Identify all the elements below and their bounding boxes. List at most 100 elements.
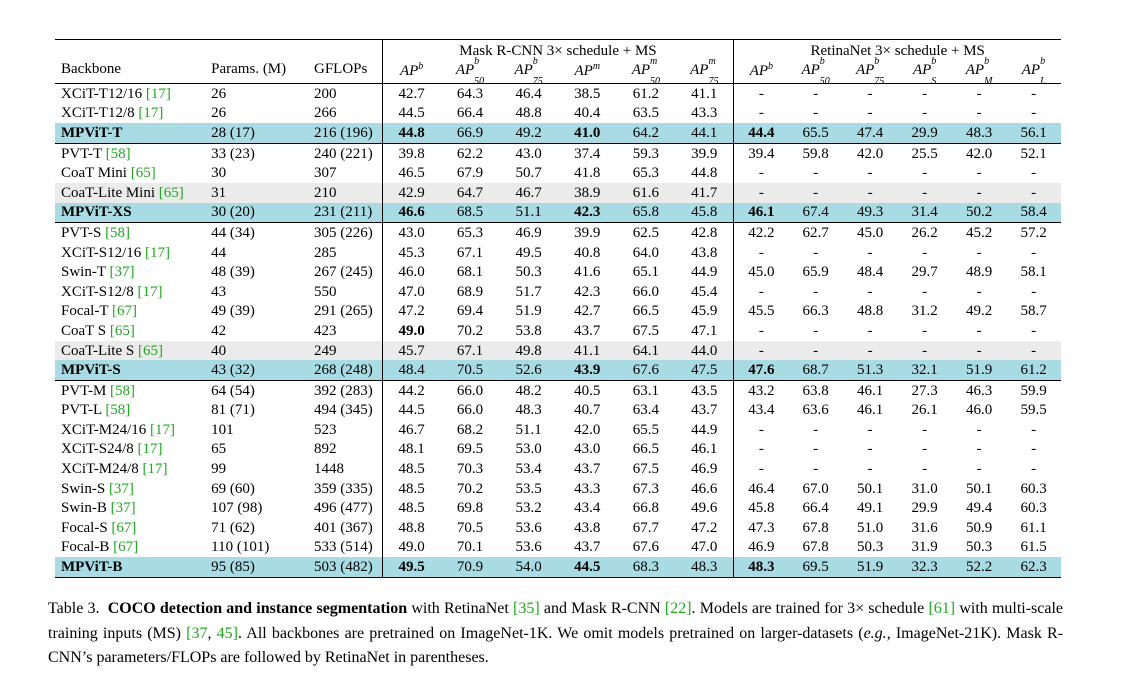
cell-params: 65: [211, 441, 227, 458]
cell-gflops: 1448: [314, 461, 344, 478]
citation-link[interactable]: [22]: [664, 600, 692, 617]
cell-retina-metric: -: [733, 321, 789, 341]
cell-mask-metric: 67.1: [456, 244, 484, 261]
cell-retina-metric: -: [733, 420, 789, 440]
cell-mask-metric: 45.4: [691, 283, 718, 300]
header-metric: APb 75: [855, 55, 885, 87]
citation-link[interactable]: [65]: [137, 342, 163, 359]
cell-retina-metric: 43.2: [733, 379, 789, 401]
cell-retina-metric: 49.4: [965, 500, 993, 517]
cell-mask-metric: 46.0: [381, 262, 441, 282]
cell-mask-metric: 47.2: [691, 519, 718, 536]
backbone-name: CoaT-Lite Mini: [61, 184, 156, 201]
cell-retina-metric: -: [897, 182, 952, 203]
cell-retina-metric: -: [1031, 283, 1037, 300]
cell-mask-metric: 44.5: [381, 103, 441, 124]
cell-mask-metric: 67.6: [632, 539, 660, 556]
backbone-name: Focal-T: [61, 303, 109, 320]
cell-retina-metric: -: [922, 461, 928, 478]
cell-retina-metric: 27.3: [897, 379, 952, 401]
cell-retina-metric: 31.6: [911, 519, 938, 536]
citation-link[interactable]: [58]: [105, 224, 131, 241]
cell-retina-metric: 46.1: [733, 202, 789, 223]
cell-gflops: 200: [308, 82, 383, 104]
cell-retina-metric: 62.3: [1006, 557, 1061, 578]
citation-link[interactable]: [17]: [145, 85, 171, 102]
cell-retina-metric: 29.9: [911, 500, 938, 517]
cell-retina-metric: 46.3: [951, 379, 1007, 401]
cell-retina-metric: 67.0: [802, 480, 829, 497]
citation-link[interactable]: [65]: [109, 322, 135, 339]
backbone-name: XCiT-M24/16: [61, 421, 147, 438]
cell-params: 81 (71): [211, 402, 255, 419]
cell-gflops: 266: [314, 105, 337, 122]
citation-link[interactable]: [58]: [105, 402, 131, 419]
cell-retina-metric: 26.1: [911, 402, 938, 419]
cell-retina-metric: 58.1: [1020, 264, 1047, 281]
cell-mask-metric: 48.1: [381, 439, 441, 460]
cell-retina-metric: -: [842, 340, 898, 361]
cell-retina-metric: 50.9: [965, 519, 993, 536]
cell-mask-metric: 39.9: [675, 142, 734, 164]
cell-backbone: XCiT-S12/8 [17]: [55, 282, 205, 302]
cell-mask-metric: 48.8: [381, 518, 441, 538]
cell-mask-metric: 66.8: [632, 500, 660, 517]
citation-link[interactable]: [17]: [137, 441, 163, 458]
cell-backbone: Swin-S [37]: [55, 479, 205, 499]
citation-link[interactable]: [17]: [137, 283, 163, 300]
cell-retina-metric: 42.0: [951, 142, 1007, 164]
header-gflops: GFLOPs: [314, 61, 368, 77]
cell-mask-metric: 69.8: [456, 500, 484, 517]
cell-mask-metric: 59.3: [616, 142, 676, 164]
cell-retina-metric: -: [813, 421, 819, 438]
cell-retina-metric: -: [1031, 322, 1037, 339]
citation-link[interactable]: [17]: [138, 105, 164, 122]
header-metric: APb 75: [514, 55, 543, 87]
citation-link[interactable]: [67]: [113, 539, 139, 556]
cell-mask-metric: 50.7: [515, 165, 542, 182]
cell-mask-metric: 68.2: [456, 421, 484, 438]
citation-link[interactable]: [37: [186, 624, 208, 642]
citation-link[interactable]: [58]: [110, 382, 136, 399]
citation-link[interactable]: [35]: [513, 600, 540, 617]
cell-mask-metric: 49.2: [499, 123, 558, 144]
citation-link[interactable]: [37]: [108, 480, 134, 497]
cell-mask-metric: 47.5: [675, 360, 734, 381]
cell-retina-metric: -: [976, 165, 982, 182]
cell-mask-metric: 53.4: [515, 461, 542, 478]
table-row: Swin-T [37] 48 (39) 267 (245) 46.0 68.1 50.3 4…: [55, 262, 1061, 282]
citation-link[interactable]: [65]: [130, 165, 156, 182]
cell-gflops: 291 (265): [314, 303, 373, 320]
cell-gflops: 210: [308, 182, 383, 203]
cell-mask-metric: 45.7: [381, 340, 441, 361]
cell-mask-metric: 49.5: [381, 557, 441, 578]
citation-link[interactable]: [67]: [111, 303, 137, 320]
citation-link[interactable]: [37]: [109, 264, 135, 281]
table-row: PVT-T [58] 33 (23) 240 (221) 39.8 62.2 43.0 37…: [55, 142, 1061, 164]
cell-retina-metric: -: [733, 103, 789, 124]
citation-link[interactable]: [17]: [145, 244, 171, 261]
citation-link[interactable]: [58]: [105, 145, 131, 162]
cell-mask-metric: 64.3: [440, 82, 500, 104]
cell-retina-metric: -: [842, 82, 898, 104]
cell-retina-metric: -: [922, 283, 928, 300]
cell-retina-metric: -: [1031, 105, 1037, 122]
citation-link[interactable]: [61]: [928, 600, 956, 617]
cell-params: 43: [211, 283, 227, 300]
cell-gflops: 523: [314, 421, 337, 438]
citation-link[interactable]: [17]: [142, 461, 168, 478]
cell-retina-metric: 50.3: [965, 539, 993, 556]
cell-retina-metric: 45.0: [842, 222, 898, 243]
cell-mask-metric: 48.5: [381, 459, 441, 479]
citation-link[interactable]: [37]: [110, 500, 136, 517]
cell-retina-metric: -: [976, 441, 982, 458]
citation-link[interactable]: 45]: [216, 624, 238, 642]
cell-mask-metric: 63.1: [616, 379, 676, 401]
header-metric: APm 50: [631, 55, 661, 87]
cell-mask-metric: 53.6: [515, 539, 542, 556]
results-table-container: Mask R-CNN 3× schedule + MS RetinaNet 3×…: [55, 39, 1061, 578]
cell-retina-metric: -: [867, 165, 873, 182]
citation-link[interactable]: [65]: [158, 184, 184, 201]
citation-link[interactable]: [17]: [150, 421, 176, 438]
citation-link[interactable]: [67]: [111, 519, 137, 536]
